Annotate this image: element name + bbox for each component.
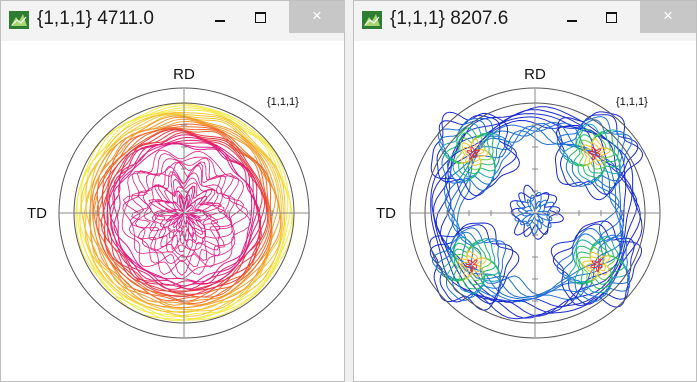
contour-line — [435, 116, 633, 313]
pole-figure-1: RD TD {1,1,1} — [7, 41, 337, 376]
title-bar[interactable]: {1,1,1} 8207.6 × — [354, 1, 696, 41]
contour-line — [579, 134, 615, 170]
contour-line — [465, 259, 478, 273]
title-bar[interactable]: {1,1,1} 4711.0 × — [1, 1, 345, 41]
pole-figure-plot: RD TD {1,1,1} — [27, 66, 310, 339]
close-button[interactable]: × — [640, 1, 696, 33]
maximize-button[interactable] — [246, 3, 274, 33]
contour-line — [573, 131, 619, 174]
contour-line — [556, 227, 631, 302]
contour-line — [586, 256, 606, 277]
contour-line — [574, 238, 625, 290]
contour-line — [558, 119, 626, 186]
contour-line — [457, 250, 487, 280]
contour-line — [588, 147, 602, 161]
td-label: TD — [376, 205, 396, 222]
pole-figure-window-1: {1,1,1} 4711.0 × RD TD {1,1,1} — [0, 0, 345, 382]
minimize-button[interactable] — [558, 5, 586, 35]
td-label: TD — [27, 205, 47, 222]
contour-line — [429, 224, 514, 305]
contour-line — [567, 235, 629, 293]
window-title: {1,1,1} 8207.6 — [390, 8, 509, 29]
contour-line — [444, 127, 497, 179]
plane-label: {1,1,1} — [267, 96, 299, 108]
contour-line — [435, 231, 502, 299]
contour-line — [430, 111, 521, 201]
rd-label: RD — [173, 66, 195, 83]
contour-line — [584, 142, 606, 164]
pole-figure-2: RD TD {1,1,1} — [360, 41, 690, 376]
contour-line — [550, 220, 643, 308]
contour-line — [455, 135, 493, 170]
contour-line — [110, 139, 261, 290]
pole-figure-app-icon — [362, 11, 382, 29]
contour-line — [554, 111, 643, 201]
rd-label: RD — [524, 66, 546, 83]
close-icon: × — [663, 6, 673, 25]
contour-line — [466, 146, 480, 160]
window-title: {1,1,1} 4711.0 — [37, 8, 154, 29]
contour-line — [463, 142, 485, 163]
contour-line — [568, 128, 621, 179]
contour-line — [452, 242, 496, 286]
close-icon: × — [312, 6, 322, 25]
pole-figure-app-icon — [9, 11, 29, 29]
contour-line — [562, 123, 622, 183]
contour-line — [455, 246, 492, 282]
close-button[interactable]: × — [289, 1, 345, 33]
plane-label: {1,1,1} — [616, 96, 648, 108]
contour-line — [446, 239, 500, 290]
contour-line — [578, 246, 616, 283]
pole-figure-window-2: {1,1,1} 8207.6 × RD TD {1,1,1} — [353, 0, 697, 382]
axis-ticks — [95, 124, 273, 302]
axis-ticks — [446, 124, 624, 302]
contour-line — [460, 138, 489, 166]
contour-line — [590, 258, 603, 273]
pole-figure-plot: RD TD {1,1,1} — [376, 66, 661, 339]
minimize-button[interactable] — [206, 5, 234, 35]
maximize-button[interactable] — [597, 3, 625, 33]
contour-line — [431, 227, 507, 302]
contour-line — [556, 116, 633, 189]
contour-line — [581, 138, 611, 166]
contour-line — [576, 242, 621, 285]
